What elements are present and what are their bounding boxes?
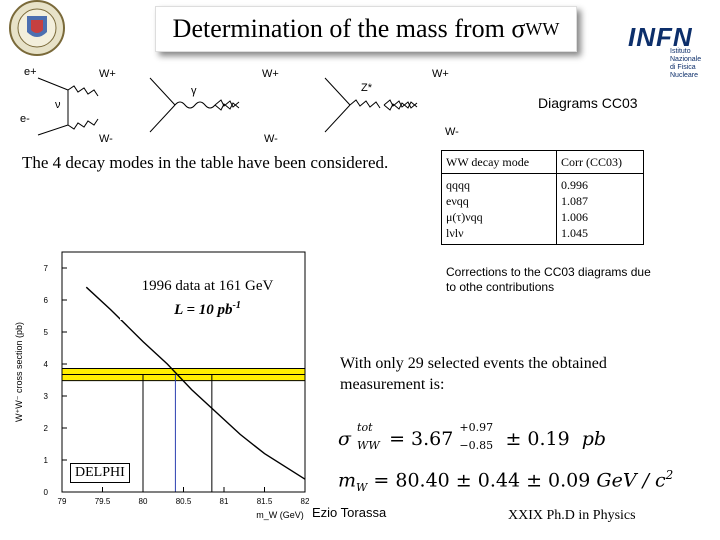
chart-annotation: 1996 data at 161 GeV L = 10 pb-1 <box>120 277 295 320</box>
sigma-unit: pb <box>581 428 607 450</box>
y-tick-label: 0 <box>44 488 49 497</box>
x-tick-label: 81.5 <box>257 497 273 506</box>
particle-w-plus-2: W+ <box>262 68 279 80</box>
mass-unit-sup: 2 <box>665 468 674 482</box>
diagrams-label: Diagrams CC03 <box>538 95 638 111</box>
table-cell-modes: qqqq eνqq μ(τ)νqq lνlν <box>441 173 557 245</box>
footer-author: Ezio Torassa <box>312 505 387 520</box>
sigma-value: = 3.67 <box>389 428 454 450</box>
chart-annotation-sup: -1 <box>232 300 241 311</box>
infn-logo-text: INFN <box>628 22 693 52</box>
cross-section-curve <box>85 286 306 480</box>
x-tick-label: 79.5 <box>95 497 111 506</box>
mass-unit: GeV / c <box>596 469 666 492</box>
footer-event: XXIX Ph.D in Physics <box>508 508 636 523</box>
corr-muvqq: 1.006 <box>561 210 588 224</box>
chart-annotation-line2: L = 10 pb <box>174 302 233 318</box>
particle-w-minus-3: W- <box>445 126 459 138</box>
sigma-err-down: −0.85 <box>459 439 494 452</box>
mode-muvqq: μ(τ)νqq <box>446 210 483 224</box>
particle-w-minus-2: W- <box>264 133 278 145</box>
y-tick-label: 6 <box>44 296 49 305</box>
y-axis-label: W⁺W⁻ cross section (pb) <box>14 322 24 422</box>
table-row: qqqq eνqq μ(τ)νqq lνlν 0.996 1.087 1.006… <box>441 173 644 245</box>
sigma-sub: WW <box>357 439 380 452</box>
mass-result: mW = 80.40 ± 0.44 ± 0.09 GeV / c2 <box>338 468 673 494</box>
title-sigma: σ <box>511 14 526 43</box>
mode-lvlv: lνlν <box>446 226 464 240</box>
mass-symbol: m <box>338 469 357 492</box>
feynman-diagrams <box>37 77 418 136</box>
x-tick-label: 79 <box>58 497 67 506</box>
y-tick-label: 2 <box>44 424 49 433</box>
particle-gamma: γ <box>191 85 197 97</box>
infn-logo-line1: Istituto Nazionale <box>670 48 702 63</box>
x-tick-label: 82 <box>301 497 310 506</box>
infn-logo: INFN Istituto Nazionale di Fisica Nuclea… <box>628 22 718 79</box>
mode-evqq: eνqq <box>446 194 469 208</box>
title-text: Determination of the mass from <box>172 14 505 43</box>
y-tick-label: 1 <box>44 456 49 465</box>
infn-logo-line2: di Fisica Nucleare <box>670 64 699 79</box>
intro-text: The 4 decay modes in the table have been… <box>22 153 389 172</box>
particle-w-minus-1: W- <box>99 133 113 145</box>
sigma-stat: ± 0.19 <box>505 428 570 450</box>
mass-value: = 80.40 ± 0.44 ± 0.09 <box>373 469 591 492</box>
y-tick-label: 5 <box>44 328 49 337</box>
particle-z-star: Z* <box>361 82 372 94</box>
table-header-corr: Corr (CC03) <box>556 150 644 174</box>
sigma-err-up: +0.97 <box>459 421 494 434</box>
measurement-intro: With only 29 selected events the obtaine… <box>340 355 607 393</box>
table-header-row: WW decay mode Corr (CC03) <box>441 150 644 174</box>
title-sub: WW <box>525 18 560 39</box>
x-tick-label: 80 <box>139 497 148 506</box>
page-title: Determination of the mass from σ WW <box>155 6 577 52</box>
decay-mode-table: WW decay mode Corr (CC03) qqqq eνqq μ(τ)… <box>441 150 644 245</box>
table-header-mode: WW decay mode <box>441 150 557 174</box>
particle-nu: ν <box>55 99 61 111</box>
corr-lvlv: 1.045 <box>561 226 588 240</box>
delphi-label: DELPHI <box>70 463 130 483</box>
x-axis-label: m_W (GeV) <box>256 510 304 520</box>
particle-w-plus-3: W+ <box>432 68 449 80</box>
y-tick-label: 4 <box>44 360 49 369</box>
mode-qqqq: qqqq <box>446 178 470 192</box>
sigma-sup: tot <box>357 421 373 434</box>
chart-annotation-line1: 1996 data at 161 GeV <box>141 278 274 294</box>
x-tick-label: 81 <box>220 497 229 506</box>
corrections-note: Corrections to the CC03 diagrams due to … <box>446 265 651 294</box>
particle-e-plus: e+ <box>24 66 37 78</box>
sigma-result: σ tot WW = 3.67 +0.97 −0.85 ± 0.19 pb <box>338 421 607 461</box>
sigma-symbol: σ <box>338 428 351 450</box>
y-tick-label: 3 <box>44 392 49 401</box>
corr-evqq: 1.087 <box>561 194 588 208</box>
table-cell-corrections: 0.996 1.087 1.006 1.045 <box>556 173 644 245</box>
x-tick-label: 80.5 <box>176 497 192 506</box>
university-seal-logo <box>9 0 65 56</box>
particle-w-plus-1: W+ <box>99 68 116 80</box>
mass-sub: W <box>356 481 368 495</box>
corr-qqqq: 0.996 <box>561 178 588 192</box>
particle-e-minus: e- <box>20 113 30 125</box>
y-tick-label: 7 <box>44 264 49 273</box>
